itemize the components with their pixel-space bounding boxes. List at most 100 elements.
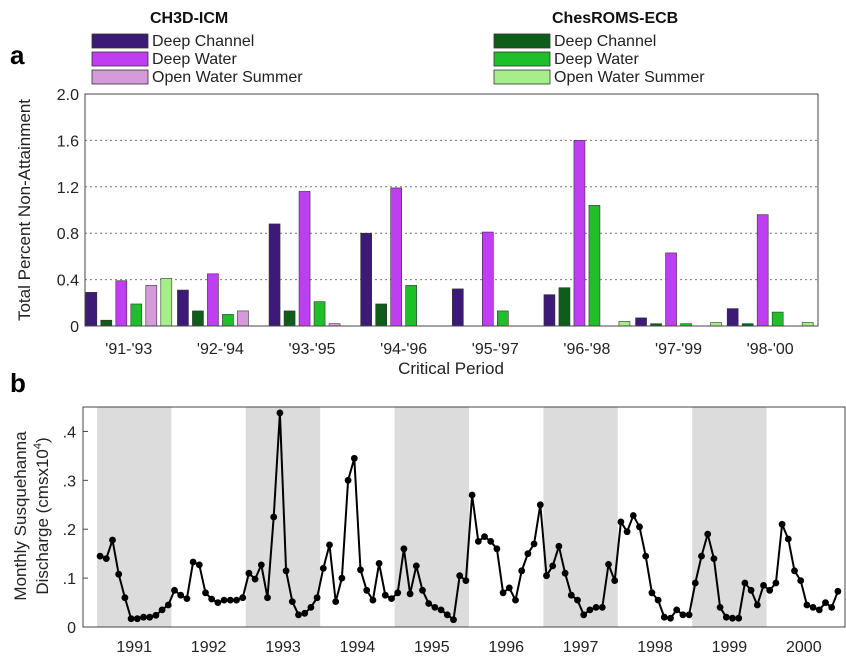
data-point: [555, 542, 563, 550]
bar-chart-y-tick-label: 1.6: [57, 133, 79, 150]
data-point: [357, 566, 364, 574]
data-point: [512, 596, 519, 604]
data-point: [586, 606, 594, 614]
data-point: [295, 611, 302, 619]
bar: [710, 322, 722, 327]
line-chart-y-axis-label-line2: Discharge (cmsx104): [32, 437, 52, 594]
data-point: [301, 609, 309, 617]
legend-swatch-ch3d-deep-channel: [91, 33, 149, 49]
data-point: [326, 541, 333, 549]
line-chart-x-tick-label: 1991: [116, 639, 152, 656]
bar-chart-x-tick-label: '97-'99: [655, 341, 702, 358]
line-chart-frame: [82, 406, 846, 628]
legend-label-chesroms-open-water-summer: Open Water Summer: [554, 69, 705, 86]
line-chart-x-tick-label: 1997: [563, 639, 599, 656]
data-point: [400, 545, 408, 553]
legend-swatch-ch3d-deep-water: [91, 51, 149, 67]
legend-title-ch3d: CH3D-ICM: [150, 10, 228, 27]
data-point: [319, 564, 327, 572]
line-chart-y-ticks: .4 .3 .2 .1 0: [63, 424, 88, 637]
bar: [192, 310, 204, 327]
line-chart-x-tick-label: 1993: [265, 639, 301, 656]
data-point: [828, 604, 836, 611]
data-point: [592, 604, 600, 611]
data-point: [642, 552, 650, 560]
bar: [298, 191, 311, 327]
data-point: [536, 501, 544, 509]
data-point: [834, 587, 842, 595]
bar: [237, 310, 249, 327]
shaded-year-band: [692, 407, 767, 627]
bar: [115, 280, 128, 327]
data-point: [660, 613, 668, 621]
data-point: [350, 454, 358, 462]
line-chart: .4.3.2.10 1991 1992 1993 1994 1995 1996 1997 19…: [11, 406, 846, 656]
bar: [222, 314, 234, 327]
data-point: [239, 594, 247, 602]
line-chart-y-axis-label: Monthly Susquehanna Discharge (cmsx104): [11, 431, 52, 601]
data-point: [623, 528, 631, 536]
bar: [482, 231, 494, 327]
data-point: [282, 567, 290, 575]
bar: [497, 310, 509, 327]
data-point: [115, 570, 123, 578]
bar-chart-x-tick-label: '95-'97: [472, 341, 519, 358]
data-point: [605, 561, 612, 568]
line-chart-y-tick-label: .1: [63, 571, 76, 588]
data-point: [629, 512, 637, 519]
data-point: [580, 611, 588, 619]
bar: [207, 273, 219, 327]
bar: [543, 294, 556, 327]
bar: [313, 301, 326, 327]
data-point: [431, 604, 439, 611]
data-point: [474, 538, 482, 545]
data-point: [797, 577, 805, 584]
data-point: [264, 594, 271, 602]
bar-chart-x-tick-label: '91-'93: [105, 341, 152, 358]
legend-label-ch3d-open-water-summer: Open Water Summer: [152, 69, 303, 86]
data-point: [406, 590, 414, 598]
data-point: [437, 606, 445, 614]
bar: [405, 285, 417, 327]
bar-chart-x-tick-label: '98-'00: [747, 341, 794, 358]
data-point: [171, 586, 178, 594]
data-point: [735, 614, 743, 622]
line-chart-y-tick-label: .2: [63, 522, 76, 539]
data-point: [109, 536, 116, 544]
data-point: [394, 589, 402, 597]
bar-chart-gridlines: [85, 139, 818, 281]
bar: [558, 287, 571, 327]
data-point: [760, 582, 767, 589]
data-point: [307, 604, 315, 611]
bar: [801, 322, 814, 327]
data-point: [344, 476, 352, 484]
bar-chart: 00.40.81.21.62.0 '91-'93'92-'94'93-'95'9…: [15, 87, 819, 378]
data-point: [208, 595, 216, 603]
legend-swatch-chesroms-deep-water: [493, 51, 551, 67]
data-point: [226, 596, 234, 604]
data-point: [636, 523, 643, 531]
bar-chart-x-tick-label: '93-'95: [289, 341, 336, 358]
bar-chart-y-axis-label: Total Percent Non-Attainment: [15, 99, 34, 321]
bar: [360, 232, 372, 327]
data-point: [146, 613, 154, 621]
data-point: [679, 611, 687, 619]
data-point: [673, 606, 681, 614]
data-point: [499, 589, 507, 597]
data-point: [288, 598, 296, 605]
data-point: [388, 595, 395, 602]
bar: [452, 288, 464, 327]
legend-label-chesroms-deep-water: Deep Water: [554, 51, 639, 68]
bar: [588, 205, 601, 327]
legend-swatch-ch3d-open-water-summer: [91, 69, 149, 85]
data-point: [778, 520, 786, 528]
line-chart-x-tick-label: 1996: [488, 639, 524, 656]
bar: [618, 321, 631, 327]
data-point: [766, 586, 774, 594]
data-point: [741, 579, 749, 587]
data-point: [456, 572, 464, 580]
panel-a-letter: a: [10, 40, 25, 70]
data-point: [195, 561, 203, 569]
data-point: [183, 595, 191, 602]
